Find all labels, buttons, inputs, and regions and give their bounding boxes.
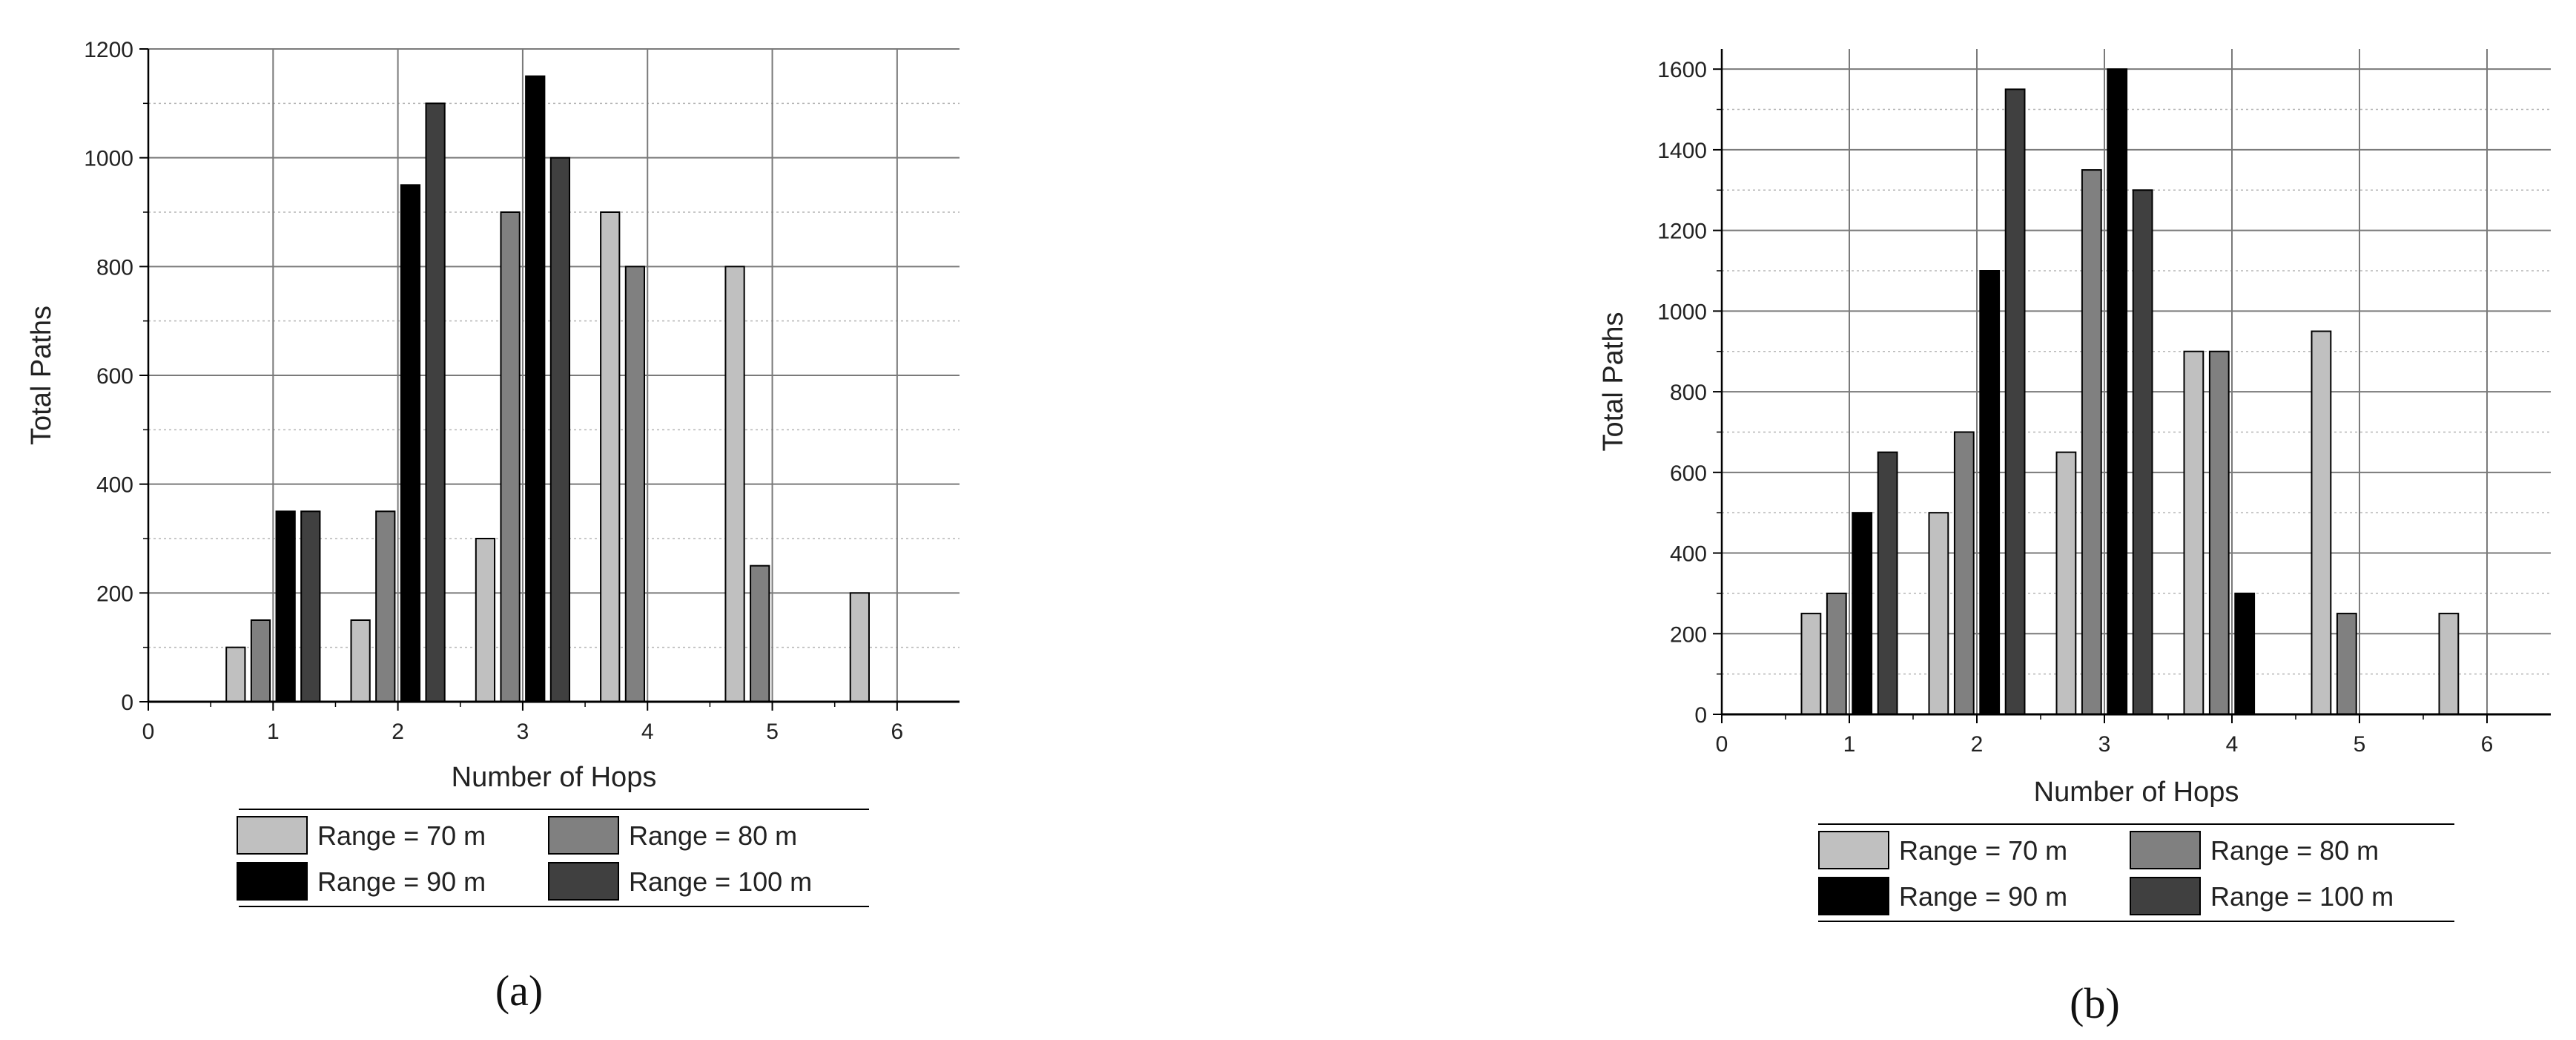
- legend-swatch-range-80-m: [548, 816, 619, 855]
- panel-label: (a): [495, 967, 543, 1015]
- legend-label-range-90-m: Range = 90 m: [317, 866, 486, 897]
- bar-range-70-m-hop-1: [1800, 613, 1822, 715]
- bar-range-90-m-hop-3: [2107, 68, 2128, 715]
- bar-range-70-m-hop-3: [2055, 451, 2077, 715]
- y-tick-label: 0: [121, 691, 133, 715]
- legend-label-range-100-m: Range = 100 m: [629, 866, 812, 897]
- bar-range-100-m-hop-3: [2132, 189, 2153, 716]
- bar-range-80-m-hop-5: [2336, 613, 2357, 715]
- bar-range-70-m-hop-5: [2311, 330, 2332, 715]
- bar-range-100-m-hop-3: [549, 157, 571, 702]
- legend-label-range-90-m: Range = 90 m: [1899, 881, 2067, 912]
- bar-range-90-m-hop-2: [1979, 270, 2001, 715]
- x-tick-label: 2: [392, 720, 404, 744]
- bar-range-90-m-hop-1: [275, 510, 296, 702]
- y-tick-label: 200: [1670, 622, 1707, 647]
- y-tick-label: 800: [1670, 381, 1707, 405]
- bar-range-80-m-hop-3: [2081, 169, 2102, 716]
- legend: Range = 70 m Range = 80 m Range = 90 m Rang…: [237, 809, 869, 907]
- chart-panel-b: 0 200 400 600 800 1000 1200 1400 1600 0 1 2 3 4 5 6 Numb…: [1598, 49, 2551, 1027]
- bar-range-70-m-hop-6: [849, 592, 870, 702]
- legend: Range = 70 m Range = 80 m Range = 90 m Rang…: [1818, 823, 2454, 922]
- legend-swatch-range-100-m: [548, 862, 619, 901]
- x-tick-label: 5: [766, 720, 779, 744]
- bar-range-80-m-hop-4: [2208, 350, 2230, 715]
- legend-swatch-range-80-m: [2130, 831, 2201, 869]
- legend-swatch-range-70-m: [237, 816, 308, 855]
- y-axis-title: Total Paths: [26, 306, 57, 445]
- bar-range-70-m-hop-3: [475, 538, 496, 702]
- bar-range-70-m-hop-5: [724, 266, 745, 703]
- bar-range-90-m-hop-4: [2234, 592, 2256, 716]
- y-tick-label: 400: [96, 473, 133, 498]
- legend-label-range-70-m: Range = 70 m: [317, 820, 486, 851]
- bar-range-70-m-hop-6: [2438, 613, 2460, 715]
- bar-range-90-m-hop-3: [525, 75, 546, 702]
- legend-label-range-70-m: Range = 70 m: [1899, 835, 2067, 866]
- y-tick-label: 0: [1694, 703, 1707, 728]
- x-tick-label: 1: [267, 720, 280, 744]
- bar-range-80-m-hop-3: [500, 211, 521, 702]
- y-axis-title: Total Paths: [1598, 312, 1629, 452]
- x-tick-label: 6: [891, 720, 904, 744]
- bar-range-100-m-hop-1: [1877, 451, 1898, 715]
- panel-label: (b): [2070, 979, 2120, 1027]
- bar-range-80-m-hop-1: [1826, 592, 1847, 716]
- legend-label-range-100-m: Range = 100 m: [2210, 881, 2394, 912]
- x-tick-label: 5: [2354, 732, 2366, 757]
- x-tick-label: 3: [2098, 732, 2111, 757]
- bar-range-70-m-hop-4: [2183, 350, 2205, 715]
- legend-swatch-range-100-m: [2130, 877, 2201, 915]
- bar-range-70-m-hop-4: [600, 211, 621, 702]
- legend-swatch-range-90-m: [1818, 877, 1889, 915]
- chart-panel-a: 0 200 400 600 800 1000 1200 0 1 2 3 4 5 6 Number of Ho…: [26, 38, 960, 1015]
- y-tick-label: 1200: [84, 38, 133, 62]
- x-axis-title: Number of Hops: [452, 762, 657, 793]
- bar-range-90-m-hop-2: [400, 184, 421, 703]
- x-tick-label: 6: [2481, 732, 2494, 757]
- x-tick-label: 1: [1843, 732, 1856, 757]
- x-tick-label: 0: [142, 720, 155, 744]
- legend-swatch-range-90-m: [237, 862, 308, 901]
- y-tick-label: 400: [1670, 542, 1707, 567]
- y-tick-label: 1400: [1657, 139, 1707, 163]
- bar-range-80-m-hop-5: [750, 565, 770, 703]
- y-tick-label: 200: [96, 582, 133, 606]
- x-axis-title: Number of Hops: [2034, 777, 2239, 808]
- bar-range-90-m-hop-1: [1852, 512, 1873, 715]
- x-tick-label: 3: [517, 720, 529, 744]
- bar-range-70-m-hop-1: [225, 646, 246, 703]
- bar-range-70-m-hop-2: [1928, 512, 1949, 715]
- bar-range-100-m-hop-2: [2004, 88, 2026, 715]
- legend-label-range-80-m: Range = 80 m: [629, 820, 797, 851]
- legend-swatch-range-70-m: [1818, 831, 1889, 869]
- x-tick-label: 2: [1971, 732, 1984, 757]
- y-tick-label: 1000: [1657, 300, 1707, 324]
- y-tick-label: 1000: [84, 147, 133, 171]
- bar-range-80-m-hop-1: [250, 619, 271, 702]
- x-tick-label: 0: [1716, 732, 1728, 757]
- y-tick-label: 600: [96, 364, 133, 389]
- x-tick-label: 4: [2226, 732, 2239, 757]
- bar-range-100-m-hop-1: [300, 510, 321, 702]
- bar-range-100-m-hop-2: [425, 102, 446, 703]
- bar-range-80-m-hop-2: [1953, 431, 1975, 715]
- bar-range-70-m-hop-2: [350, 619, 371, 702]
- bar-range-80-m-hop-4: [624, 266, 646, 703]
- legend-label-range-80-m: Range = 80 m: [2210, 835, 2379, 866]
- y-tick-label: 1600: [1657, 58, 1707, 82]
- bar-range-80-m-hop-2: [375, 510, 396, 702]
- x-tick-label: 4: [641, 720, 654, 744]
- y-tick-label: 800: [96, 255, 133, 280]
- y-tick-label: 1200: [1657, 220, 1707, 244]
- y-tick-label: 600: [1670, 461, 1707, 486]
